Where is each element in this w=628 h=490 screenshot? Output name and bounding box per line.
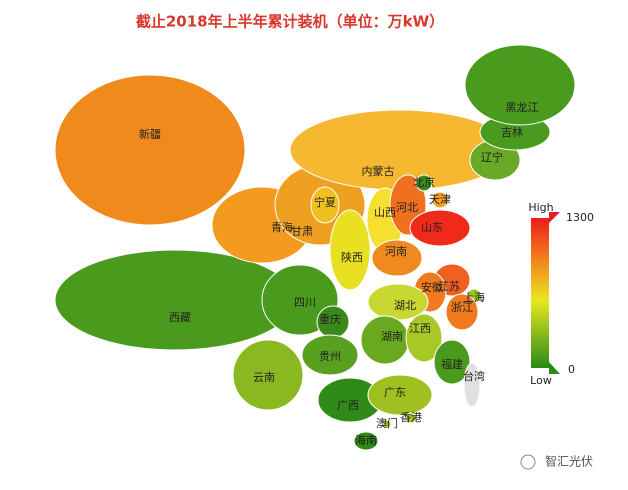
region-label: 山东 (421, 221, 443, 234)
region-label: 天津 (429, 193, 451, 206)
region-label: 北京 (413, 175, 435, 189)
region-label: 上海 (463, 290, 485, 304)
region-label: 甘肃 (291, 225, 313, 238)
region-shape (232, 339, 304, 411)
legend-high: High (528, 201, 553, 214)
region-label: 重庆 (319, 312, 341, 326)
region-label: 安徽 (421, 280, 443, 294)
regions (54, 44, 576, 451)
legend-low: Low (530, 374, 552, 387)
region-label: 贵州 (319, 350, 341, 363)
region-shape (382, 419, 392, 429)
region-label: 云南 (253, 371, 275, 384)
region-shape (310, 186, 340, 224)
region-label: 江西 (409, 322, 431, 335)
region-shape (433, 339, 471, 385)
region-label: 新疆 (139, 127, 161, 141)
region-shape (415, 174, 433, 192)
region-label: 江苏 (438, 280, 460, 293)
region-label: 浙江 (451, 301, 473, 314)
region-shape (367, 374, 433, 416)
legend-min: 0 (568, 363, 575, 376)
region-label: 海南 (355, 433, 377, 447)
region-shape (409, 209, 471, 247)
region-shape (464, 44, 576, 126)
region-shape (329, 209, 371, 291)
region-label: 黑龙江 (506, 101, 539, 114)
region-shape (301, 334, 359, 376)
region-label: 福建 (441, 357, 463, 371)
region-shape (445, 293, 479, 331)
region-label: 吉林 (501, 125, 523, 139)
region-label: 内蒙古 (362, 164, 395, 178)
title: 截止2018年上半年累计装机（单位：万kW） (136, 13, 444, 31)
region-label: 青海 (271, 220, 293, 234)
region-shape (54, 249, 296, 351)
region-label: 山西 (374, 206, 396, 219)
watermark: 智汇光伏 (545, 454, 593, 469)
region-shape (54, 74, 246, 226)
region-label: 湖南 (381, 330, 403, 343)
region-shape (463, 362, 481, 408)
region-label: 广东 (384, 386, 406, 399)
region-label: 陕西 (341, 250, 363, 264)
region-label: 宁夏 (314, 195, 336, 209)
region-label: 四川 (294, 296, 316, 309)
region-shape (405, 412, 417, 424)
region-label: 西藏 (169, 311, 191, 324)
legend-max: 1300 (566, 211, 594, 224)
watermark-icon (520, 454, 536, 470)
legend-high-marker (549, 212, 560, 223)
region-shape (371, 239, 423, 277)
region-label: 河北 (396, 201, 418, 214)
region-label: 河南 (385, 245, 407, 258)
region-label: 湖北 (394, 299, 416, 312)
region-shape (405, 313, 443, 363)
region-label: 香港 (400, 411, 422, 424)
region-shape (431, 191, 449, 209)
region-label: 台湾 (463, 369, 485, 383)
region-shape (353, 431, 379, 451)
region-label: 澳门 (376, 416, 398, 430)
region-label: 辽宁 (481, 150, 503, 164)
legend-bar (531, 218, 549, 368)
legend-low-marker (549, 362, 560, 374)
region-label: 广西 (337, 399, 359, 412)
